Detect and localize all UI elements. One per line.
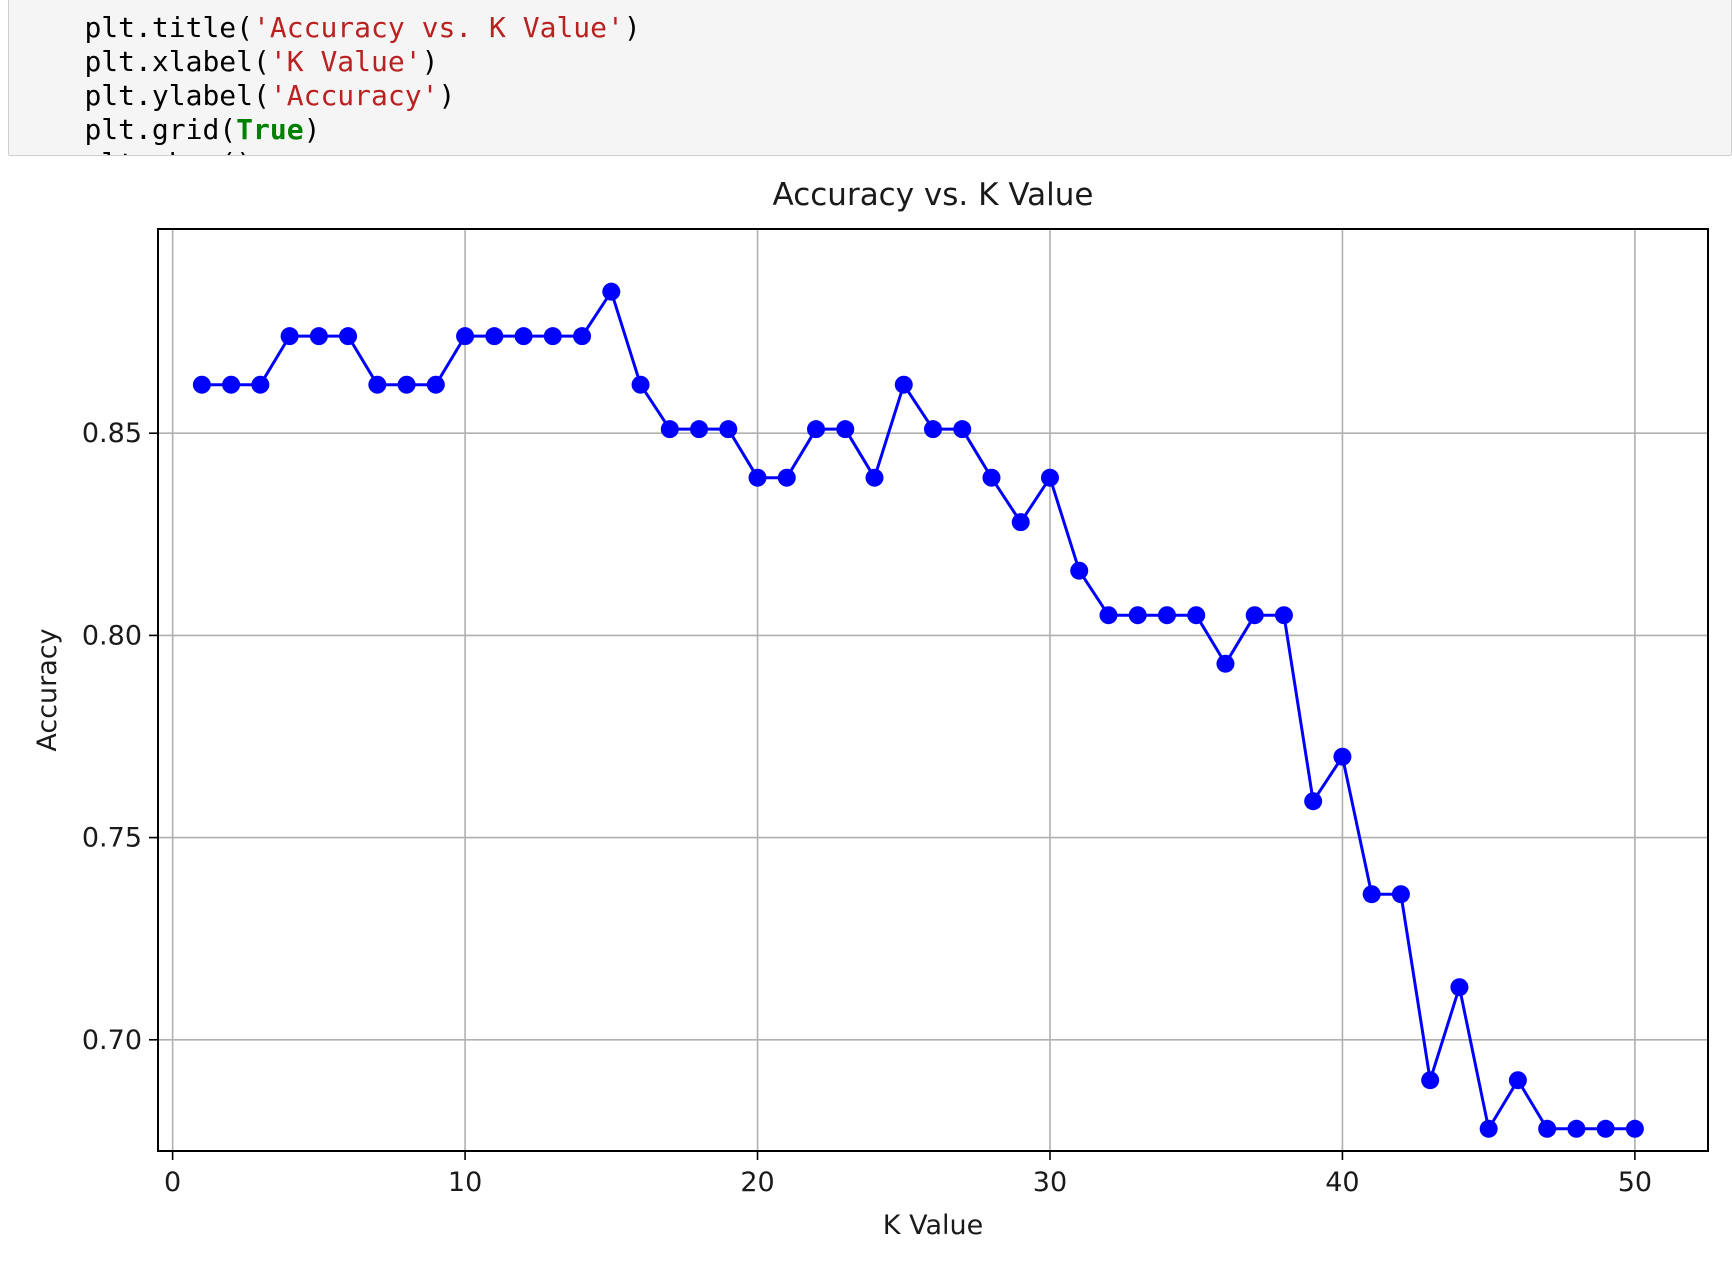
code-cell[interactable]: plt.title('Accuracy vs. K Value') plt.xl…	[8, 0, 1732, 156]
data-point	[1245, 606, 1264, 625]
data-point	[865, 468, 884, 487]
data-point	[748, 468, 767, 487]
data-point	[397, 375, 416, 394]
data-point	[573, 327, 592, 346]
data-point	[339, 327, 358, 346]
data-point	[690, 420, 709, 439]
data-point	[953, 420, 972, 439]
cell-output: Accuracy vs. K Value 0 10 20 30 40 50 0.70 0.75…	[0, 160, 1732, 1266]
data-point	[426, 375, 445, 394]
data-point	[1479, 1119, 1498, 1138]
data-point	[1011, 513, 1030, 532]
data-point	[1157, 606, 1176, 625]
x-tick-label: 10	[448, 1167, 482, 1198]
data-point	[777, 468, 796, 487]
data-point	[1538, 1119, 1557, 1138]
data-point	[222, 375, 241, 394]
code-line-grid: plt.grid(True)	[84, 113, 321, 146]
data-point	[894, 375, 913, 394]
data-point	[368, 375, 387, 394]
data-point	[543, 327, 562, 346]
code-line-title: plt.title('Accuracy vs. K Value')	[84, 11, 641, 44]
data-point	[836, 420, 855, 439]
data-point	[1187, 606, 1206, 625]
plot-frame	[157, 228, 1709, 1152]
y-tick-label: 0.75	[82, 823, 142, 854]
data-point	[1508, 1071, 1527, 1090]
data-point	[631, 375, 650, 394]
x-tick-label: 50	[1618, 1167, 1652, 1198]
data-point	[1070, 561, 1089, 580]
data-point	[660, 420, 679, 439]
data-point	[1596, 1119, 1615, 1138]
data-point	[456, 327, 475, 346]
accuracy-line-chart: Accuracy vs. K Value 0 10 20 30 40 50 0.70 0.75…	[32, 177, 1709, 1241]
data-point	[1099, 606, 1118, 625]
x-tick-label: 40	[1325, 1167, 1359, 1198]
data-point	[251, 375, 270, 394]
accuracy-line	[201, 290, 1635, 1131]
x-axis-label: K Value	[883, 1210, 983, 1241]
data-point	[982, 468, 1001, 487]
data-point	[1421, 1071, 1440, 1090]
data-point	[924, 420, 942, 439]
code-line-xlabel: plt.xlabel('K Value')	[84, 45, 439, 78]
code-line-show: plt.show()	[17, 113, 253, 155]
data-point	[1216, 654, 1235, 673]
code-line-ylabel: plt.ylabel('Accuracy')	[84, 79, 456, 112]
x-tick-label: 20	[740, 1167, 774, 1198]
data-point	[514, 327, 533, 346]
data-point	[807, 420, 826, 439]
data-point	[280, 327, 299, 346]
data-point	[309, 327, 328, 346]
data-point	[192, 375, 211, 394]
data-point	[1274, 606, 1293, 625]
x-tick-label: 30	[1033, 1167, 1067, 1198]
x-tick-label: 0	[164, 1167, 181, 1198]
data-point	[1128, 606, 1147, 625]
data-point	[485, 327, 504, 346]
y-axis-label: Accuracy	[32, 628, 63, 751]
axis-ticks: 0 10 20 30 40 50 0.70 0.75 0.80 0.85	[82, 418, 1652, 1198]
data-point	[1625, 1119, 1644, 1138]
data-point	[1362, 885, 1381, 904]
data-point	[1391, 885, 1410, 904]
data-point	[719, 420, 738, 439]
y-tick-label: 0.70	[82, 1025, 142, 1056]
data-point	[1333, 747, 1352, 766]
chart-title: Accuracy vs. K Value	[773, 177, 1094, 213]
grid-lines	[158, 229, 1708, 1151]
data-point	[1450, 978, 1469, 997]
y-tick-label: 0.85	[82, 418, 142, 449]
data-point	[1304, 792, 1323, 811]
data-point	[1567, 1119, 1586, 1138]
data-series	[192, 282, 1644, 1138]
y-tick-label: 0.80	[82, 620, 142, 651]
data-point	[1040, 468, 1059, 487]
data-point	[602, 282, 621, 301]
